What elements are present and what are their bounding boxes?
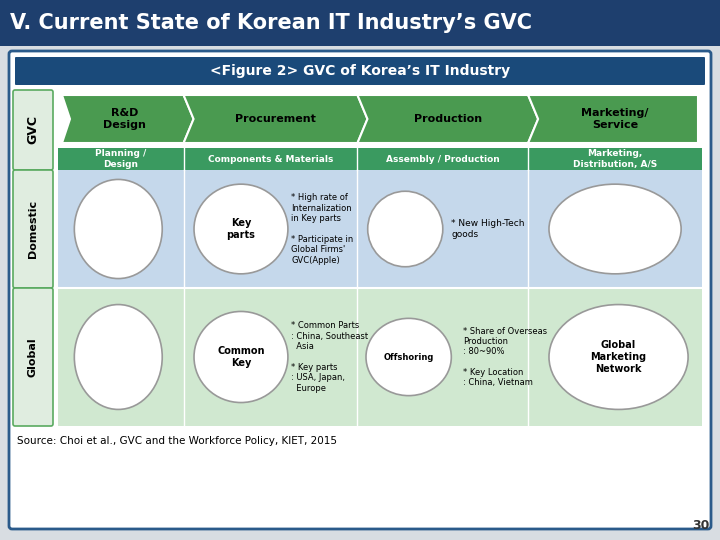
Text: Source: Choi et al., GVC and the Workforce Policy, KIET, 2015: Source: Choi et al., GVC and the Workfor… [17,436,337,446]
Polygon shape [357,95,538,143]
Ellipse shape [366,319,451,396]
Text: Production: Production [414,114,482,124]
Ellipse shape [194,312,288,402]
Bar [528,148,702,170]
Ellipse shape [74,305,162,409]
FancyBboxPatch shape [13,170,53,288]
Ellipse shape [549,184,681,274]
FancyBboxPatch shape [15,57,705,85]
Text: GVC: GVC [27,116,40,145]
Text: Assembly / Production: Assembly / Production [386,154,500,164]
Text: Global: Global [28,337,38,377]
Polygon shape [184,95,367,143]
Text: Common
Key: Common Key [217,346,265,368]
Ellipse shape [549,305,688,409]
Ellipse shape [368,191,443,267]
FancyBboxPatch shape [13,288,53,426]
Text: Procurement: Procurement [235,114,316,124]
Text: * Common Parts
: China, Southeast
  Asia

* Key parts
: USA, Japan,
  Europe: * Common Parts : China, Southeast Asia *… [292,321,369,393]
Text: Offshoring: Offshoring [384,353,434,361]
Text: <Figure 2> GVC of Korea’s IT Industry: <Figure 2> GVC of Korea’s IT Industry [210,64,510,78]
Bar [357,148,528,170]
Bar [58,170,702,288]
Bar [58,148,184,170]
Bar [0,0,720,46]
Text: Domestic: Domestic [28,200,38,258]
Bar [184,148,357,170]
Bar [58,288,702,426]
Text: * High rate of
Internalization
in Key parts

* Participate in
Global Firms'
GVC(: * High rate of Internalization in Key pa… [292,193,354,265]
Text: R&D
Design: R&D Design [104,108,146,130]
Text: 30: 30 [693,519,710,532]
Text: Key
parts: Key parts [227,218,256,240]
Polygon shape [62,95,194,143]
Text: V. Current State of Korean IT Industry’s GVC: V. Current State of Korean IT Industry’s… [10,13,532,33]
Text: * New High-Tech
goods: * New High-Tech goods [451,219,525,239]
FancyBboxPatch shape [9,51,711,529]
Polygon shape [528,95,698,143]
Ellipse shape [74,179,162,279]
FancyBboxPatch shape [13,90,53,170]
Text: Components & Materials: Components & Materials [208,154,333,164]
Text: Planning /
Design: Planning / Design [95,149,146,168]
Text: Marketing/
Service: Marketing/ Service [581,108,649,130]
Text: Marketing,
Distribution, A/S: Marketing, Distribution, A/S [573,149,657,168]
Text: Global
Marketing
Network: Global Marketing Network [590,340,647,374]
Ellipse shape [194,184,288,274]
Text: * Share of Overseas
Production
: 80~90%

* Key Location
: China, Vietnam: * Share of Overseas Production : 80~90% … [463,327,547,388]
